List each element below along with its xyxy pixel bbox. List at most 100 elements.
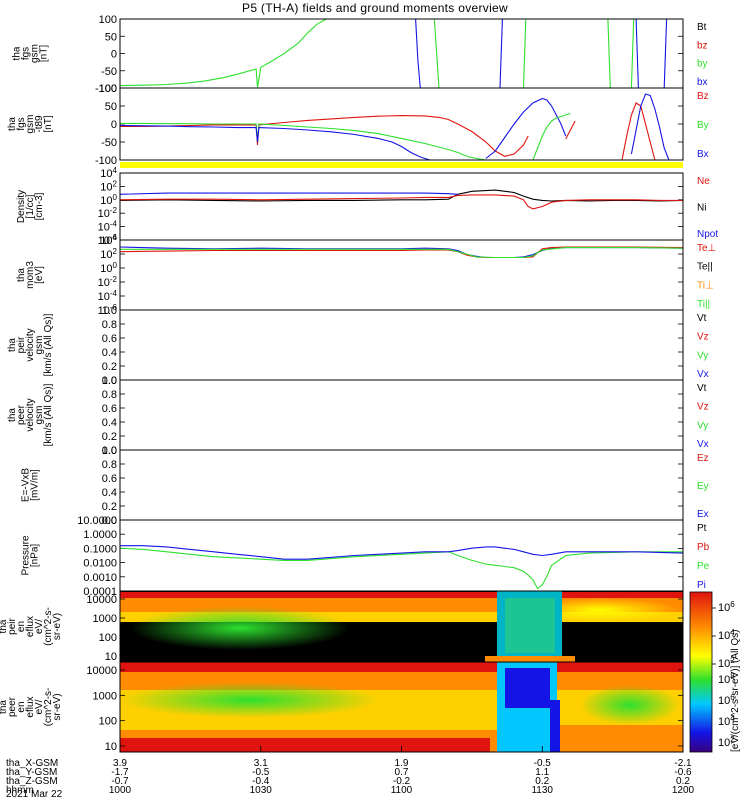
xaxis-value: -0.5: [534, 758, 552, 769]
ylabel-line: peer: [7, 696, 18, 717]
series-Ni: [119, 189, 684, 202]
xaxis-value: 0.2: [535, 776, 549, 787]
ylabel-line: eflux: [25, 616, 36, 637]
ylabel-line: tha: [7, 408, 18, 422]
xaxis-date: 2021 Mar 22: [6, 789, 63, 800]
xaxis-value: 3.1: [254, 758, 268, 769]
colorbar-ticks: 106 104 102 108 106 104 102: [712, 600, 735, 749]
legend-item: Pe: [697, 561, 710, 572]
ylabel-line: gsm: [34, 406, 45, 425]
ytick-label: 50: [105, 101, 117, 113]
ytick-label: 0.0: [102, 375, 117, 387]
ytick-label: 10-2: [98, 206, 118, 220]
ytick-label: 0.0010: [83, 572, 117, 584]
ytick-label: 10-4: [98, 220, 118, 234]
colorbar-tick-label: 102: [718, 735, 735, 749]
ytick-label: 100: [99, 632, 117, 644]
ytick-label: 10: [105, 651, 117, 663]
panel-peer_velocity: 1.0 0.8 0.6 0.4 0.2 0.0 thapeervelocitygsm[km/…: [7, 375, 709, 457]
series-bx: [499, 18, 503, 89]
ytick-label: 100: [100, 193, 117, 207]
ytick-label: -100: [95, 155, 117, 167]
xaxis-value: 1200: [672, 785, 695, 796]
panel-density: 10410210010-210-410-6Density[1/cc][cm-3]…: [16, 166, 718, 247]
xaxis-value: 1000: [109, 785, 132, 796]
ylabel-line: peer: [16, 404, 27, 425]
series-Pi: [120, 545, 684, 560]
colorbar-label: [eV/(cm^2-s-sr-eV)] (All Qs): [730, 630, 741, 752]
ytick-label: 102: [100, 247, 117, 261]
ytick-label: 1.0: [102, 375, 117, 387]
series-By: [120, 122, 491, 161]
colorbar-tick-label: 106: [718, 600, 735, 614]
xaxis-value: 3.9: [113, 758, 127, 769]
ytick-label: 0.8: [102, 459, 117, 471]
legend-item: Ex: [697, 509, 709, 520]
panel-frame: [119, 87, 684, 161]
xaxis-row-label: tha_Z-GSM: [6, 776, 58, 787]
xaxis-row-label: hhmm: [6, 785, 34, 796]
ytick-label: 0.6: [102, 333, 117, 345]
ytick-label: 0: [111, 49, 117, 61]
series-bx: [415, 18, 421, 89]
ytick-label: -100: [95, 83, 117, 95]
panels: 100500-50-100thafgsgsm[nT]Btbzbybx100500…: [0, 14, 718, 753]
legend-item: Bt: [697, 22, 707, 33]
ylabel-line: tha: [12, 46, 23, 60]
ytick-label: 0.1000: [83, 543, 117, 555]
series-Te||: [120, 247, 684, 259]
panel-efield: 1.0 0.8 0.6 0.4 0.2 0.0 E=-VxB[mV/m] Ez Ey Ex: [21, 445, 709, 527]
ylabel-line: [nT]: [39, 45, 50, 62]
ylabel-line: en: [16, 621, 27, 632]
ylabel-line: [km/s (All Qs)]: [43, 313, 54, 376]
ylabel: E=-VxB[mV/m]: [21, 468, 41, 503]
legend-item: Vx: [697, 439, 709, 450]
legend-item: Te⊥: [697, 243, 716, 254]
legend-item: Ni: [697, 203, 706, 214]
ylabel-line: [eV]: [34, 266, 45, 284]
legend-item: by: [697, 59, 708, 70]
xaxis-value: 1030: [250, 785, 273, 796]
ytick-label: 0.4: [102, 487, 117, 499]
ytick-label: 100: [100, 261, 117, 275]
series-by: [433, 18, 440, 89]
ytick-label: 10-6: [98, 233, 118, 247]
ytick-label: 0.0100: [83, 558, 117, 570]
legend-item: Bx: [697, 149, 709, 160]
series-by: [119, 18, 355, 88]
series-Bz: [120, 115, 529, 157]
colorbar-tick-label: 108: [718, 672, 735, 686]
panel-frame: [119, 379, 684, 451]
ylabel-line: eV/: [34, 619, 45, 634]
legend-item: Vz: [697, 402, 709, 413]
ylabel-line: -t89: [34, 115, 45, 133]
ytick-label: 0.2: [102, 431, 117, 443]
xaxis-value: 1.9: [395, 758, 409, 769]
ylabel-line: velocity: [25, 398, 36, 431]
ylabel-line: mom3: [25, 261, 36, 289]
legend-item: Ti||: [697, 299, 710, 310]
series-Pe: [119, 547, 683, 590]
ylabel-line: [1/cc]: [25, 194, 36, 218]
series-Bx: [630, 93, 670, 161]
ytick-label: -50: [101, 66, 117, 78]
series-Npot: [119, 192, 458, 195]
ytick-label: 1000: [93, 690, 117, 702]
ytick-label: 100: [99, 83, 117, 95]
ytick-label: 1.0: [102, 305, 117, 317]
ylabel: Pressure[nPa]: [21, 535, 41, 575]
panel-frame: [119, 172, 684, 241]
legend-item: Pb: [697, 542, 710, 553]
ylabel-line: eV/: [34, 699, 45, 714]
panel-temperature: 10410210010-210-410-6thamom3[eV]Te⊥Te||T…: [16, 233, 716, 317]
ylabel-line: en: [16, 701, 27, 712]
series-Bx: [119, 124, 430, 161]
xaxis-value: 0.2: [676, 776, 690, 787]
